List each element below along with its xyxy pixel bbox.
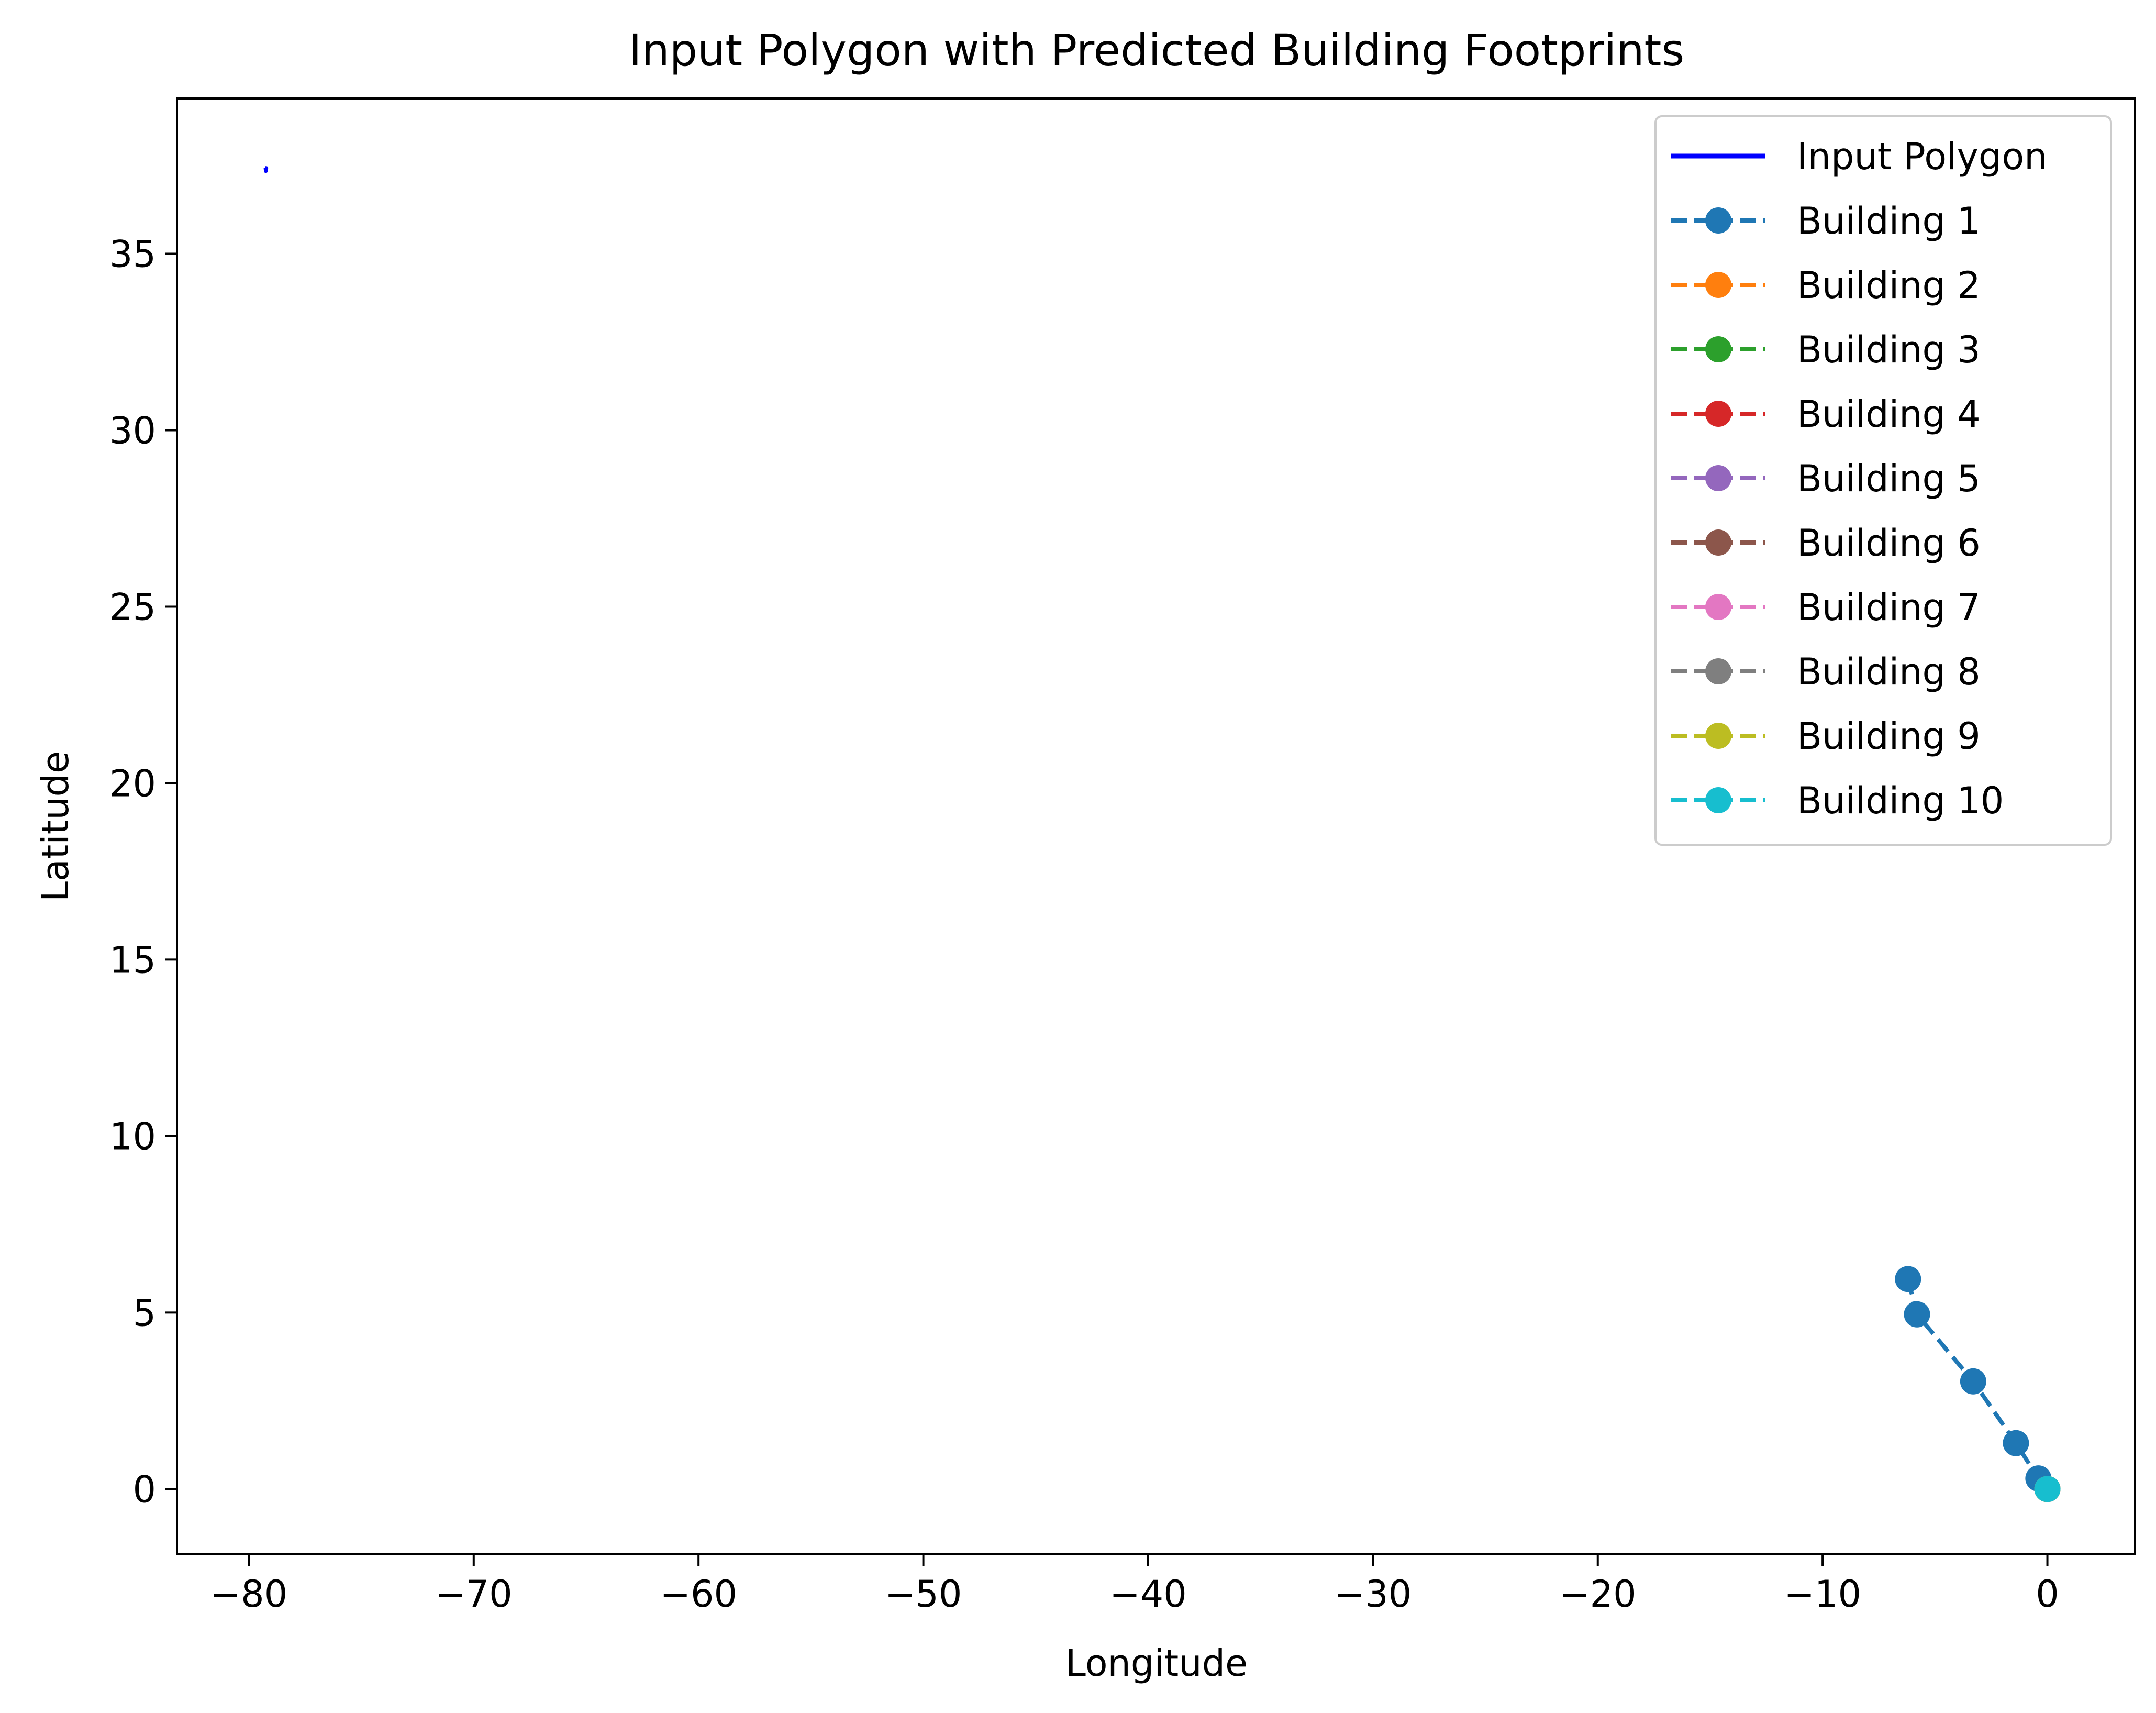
x-tick-label: −50 <box>885 1573 962 1616</box>
legend-item: Building 1 <box>1671 200 1981 242</box>
y-axis: 0 5 10 15 20 25 30 35 <box>109 233 177 1511</box>
legend-marker <box>1705 594 1731 620</box>
legend-marker <box>1705 401 1731 427</box>
data-point <box>2003 1430 2029 1456</box>
legend-marker <box>1705 207 1731 234</box>
legend-label: Building 2 <box>1797 264 1981 307</box>
legend-label: Building 8 <box>1797 650 1981 693</box>
x-tick-label: −70 <box>435 1573 513 1616</box>
x-axis-label: Longitude <box>1065 1642 1248 1685</box>
legend-marker <box>1705 529 1731 556</box>
legend-marker <box>1705 336 1731 362</box>
data-point <box>1904 1301 1930 1328</box>
series-building-10 <box>2034 1476 2061 1502</box>
x-tick-label: −20 <box>1559 1573 1637 1616</box>
series-building-1 <box>1895 1266 2061 1502</box>
legend-item: Building 2 <box>1671 264 1981 307</box>
y-tick-label: 15 <box>109 938 156 981</box>
legend-marker <box>1705 465 1731 491</box>
legend-item: Building 9 <box>1671 715 1981 758</box>
data-point <box>1960 1368 1986 1395</box>
legend-box <box>1654 115 2112 846</box>
legend-item: Building 10 <box>1671 779 2004 822</box>
legend-label: Building 10 <box>1797 779 2004 822</box>
legend-item: Building 6 <box>1671 522 1981 565</box>
x-tick-label: −60 <box>660 1573 737 1616</box>
y-tick-label: 35 <box>109 233 156 276</box>
legend-marker <box>1705 787 1731 813</box>
x-tick-label: −80 <box>210 1573 288 1616</box>
y-tick-label: 0 <box>132 1468 156 1511</box>
plot-area <box>263 166 2061 1502</box>
plot-frame <box>176 97 2136 1555</box>
x-axis: −80 −70 −60 −50 −40 −30 −20 −10 0 <box>210 1554 2059 1616</box>
legend-label: Building 6 <box>1797 522 1981 565</box>
x-tick-label: −10 <box>1784 1573 1861 1616</box>
legend-item: Building 4 <box>1671 393 1981 436</box>
chart-title: Input Polygon with Predicted Building Fo… <box>629 25 1685 76</box>
x-tick-label: −30 <box>1334 1573 1412 1616</box>
data-point <box>2034 1476 2061 1502</box>
legend-item: Building 5 <box>1671 457 1981 500</box>
legend-item: Building 7 <box>1671 586 1981 629</box>
legend-label: Building 9 <box>1797 715 1981 758</box>
legend-label: Building 7 <box>1797 586 1981 629</box>
legend-marker <box>1705 272 1731 298</box>
y-tick-label: 10 <box>109 1115 156 1158</box>
legend-marker <box>1705 658 1731 684</box>
y-tick-label: 5 <box>132 1291 156 1334</box>
x-tick-label: −40 <box>1109 1573 1187 1616</box>
legend-marker <box>1705 723 1731 749</box>
legend-item: Building 3 <box>1671 328 1981 371</box>
y-tick-label: 30 <box>109 410 156 452</box>
x-tick-label: 0 <box>2036 1573 2059 1616</box>
legend-label: Building 3 <box>1797 328 1981 371</box>
y-axis-label: Latitude <box>34 751 77 902</box>
y-tick-label: 20 <box>109 762 156 805</box>
y-tick-label: 25 <box>109 585 156 628</box>
legend-label: Building 4 <box>1797 393 1981 436</box>
data-point <box>1895 1266 1921 1292</box>
legend-label: Building 1 <box>1797 200 1981 242</box>
legend-label: Building 5 <box>1797 457 1981 500</box>
legend-item: Input Polygon <box>1671 135 2048 178</box>
input-polygon <box>263 166 269 173</box>
legend-item: Building 8 <box>1671 650 1981 693</box>
legend: Input Polygon Building 1 Building 2 Buildin… <box>1654 115 2112 846</box>
legend-label: Input Polygon <box>1797 135 2048 178</box>
